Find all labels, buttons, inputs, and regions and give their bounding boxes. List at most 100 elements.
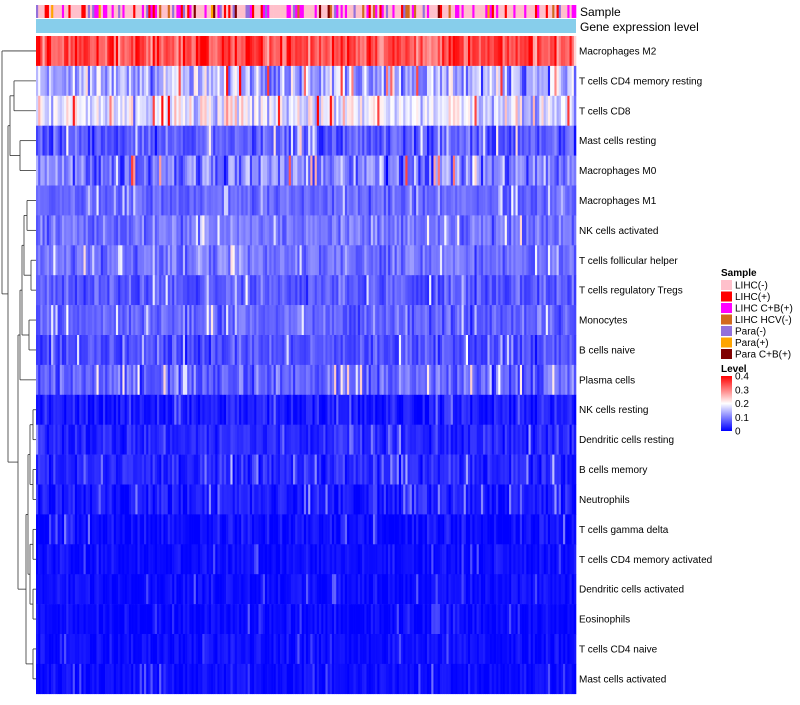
heatmap-cell [53,455,55,485]
heatmap-cell [315,485,317,515]
heatmap-cell [295,275,297,305]
heatmap-cell [516,66,518,96]
heatmap-cell [174,126,176,156]
heatmap-cell [55,455,57,485]
heatmap-cell [494,485,496,515]
heatmap-cell [92,215,94,245]
heatmap-cell [503,245,505,275]
sample-annotation-cell [133,5,135,18]
heatmap-cell [304,305,306,335]
heatmap-cell [382,186,384,216]
heatmap-cell [53,305,55,335]
heatmap-cell [40,186,42,216]
heatmap-cell [414,365,416,395]
heatmap-cell [356,485,358,515]
heatmap-cell [382,156,384,186]
heatmap-cell [220,305,222,335]
heatmap-cell [267,514,269,544]
heatmap-cell [496,275,498,305]
heatmap-cell [284,305,286,335]
heatmap-cell [312,186,314,216]
sample-annotation-cell [429,5,431,18]
heatmap-cell [416,455,418,485]
heatmap-cell [347,126,349,156]
heatmap-cell [524,66,526,96]
heatmap-cell [500,36,502,66]
heatmap-cell [168,66,170,96]
heatmap-cell [274,425,276,455]
heatmap-cell [427,425,429,455]
heatmap-cell [554,514,556,544]
heatmap-cell [565,245,567,275]
heatmap-cell [105,215,107,245]
heatmap-cell [440,245,442,275]
heatmap-cell [297,395,299,425]
heatmap-cell [485,215,487,245]
heatmap-cell [241,365,243,395]
heatmap-cell [62,455,64,485]
heatmap-cell [179,365,181,395]
heatmap-cell [282,215,284,245]
heatmap-cell [557,156,559,186]
heatmap-cell [194,574,196,604]
heatmap-cell [217,36,219,66]
heatmap-cell [263,335,265,365]
heatmap-cell [246,514,248,544]
heatmap-cell [58,66,60,96]
heatmap-cell [531,245,533,275]
heatmap-cell [183,96,185,126]
heatmap-cell [414,36,416,66]
heatmap-cell [317,425,319,455]
heatmap-cell [528,365,530,395]
heatmap-cell [68,395,70,425]
heatmap-cell [62,245,64,275]
heatmap-cell [293,96,295,126]
heatmap-cell [127,186,129,216]
heatmap-cell [334,425,336,455]
heatmap-cell [520,245,522,275]
heatmap-cell [189,365,191,395]
heatmap-cell [312,36,314,66]
heatmap-cell [64,574,66,604]
heatmap-cell [539,514,541,544]
heatmap-cell [377,485,379,515]
heatmap-cell [103,574,105,604]
heatmap-cell [349,425,351,455]
heatmap-cell [362,126,364,156]
heatmap-cell [159,66,161,96]
heatmap-cell [282,186,284,216]
heatmap-cell [84,126,86,156]
sample-annotation-cell [466,5,468,18]
heatmap-cell [401,156,403,186]
heatmap-cell [51,395,53,425]
heatmap-cell [293,186,295,216]
heatmap-cell [96,455,98,485]
heatmap-cell [414,485,416,515]
heatmap-cell [520,275,522,305]
heatmap-cell [533,96,535,126]
heatmap-cell [559,186,561,216]
heatmap-cell [319,66,321,96]
heatmap-cell [135,335,137,365]
heatmap-row [36,305,576,335]
heatmap-cell [293,544,295,574]
heatmap-cell [440,455,442,485]
heatmap-cell [302,126,304,156]
heatmap-cell [436,335,438,365]
heatmap-cell [310,245,312,275]
heatmap-cell [310,395,312,425]
heatmap-cell [250,66,252,96]
heatmap-cell [176,335,178,365]
heatmap-cell [261,66,263,96]
heatmap-cell [146,126,148,156]
heatmap-cell [122,544,124,574]
heatmap-cell [209,335,211,365]
heatmap-cell [561,485,563,515]
sample-annotation-cell [118,5,120,18]
heatmap-cell [559,66,561,96]
sample-annotation-cell [217,5,219,18]
heatmap-cell [472,245,474,275]
heatmap-cell [90,544,92,574]
heatmap-cell [433,186,435,216]
heatmap-cell [446,425,448,455]
